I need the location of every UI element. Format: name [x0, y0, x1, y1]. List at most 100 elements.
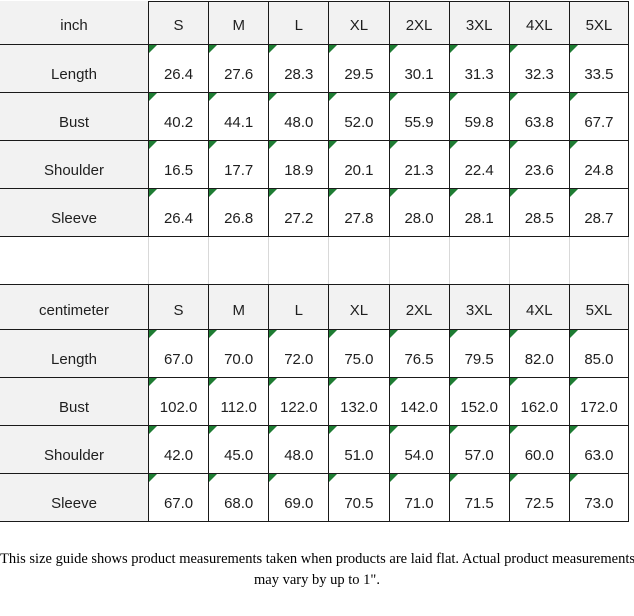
table-row: Length 67.0 70.0 72.0 75.0 76.5 79.5 82.…: [0, 330, 629, 378]
measurement-value: 68.0: [224, 495, 254, 512]
green-corner-triangle-icon: [329, 45, 338, 53]
size-header-cell: 2XL: [388, 284, 449, 330]
gap-cell: [508, 237, 569, 284]
measurement-value: 85.0: [584, 351, 614, 368]
size-guide-note: This size guide shows product measuremen…: [0, 549, 634, 591]
measurement-value-cell: 122.0: [268, 378, 329, 426]
measurement-value-cell: 51.0: [328, 426, 389, 474]
measurement-value: 26.8: [224, 210, 254, 227]
green-corner-triangle-icon: [269, 45, 278, 53]
inch-size-table: inch S M L XL 2XL 3XL 4XL 5XL Length 26.…: [0, 1, 629, 237]
measurement-value-cell: 72.5: [508, 474, 569, 522]
measurement-value-cell: 142.0: [388, 378, 449, 426]
size-header-cell: L: [268, 284, 329, 330]
measurement-value: 26.4: [163, 66, 194, 83]
measurement-value: 82.0: [524, 351, 554, 368]
measurement-value-cell: 26.4: [148, 45, 209, 93]
measurement-value-cell: 73.0: [568, 474, 629, 522]
measurement-value-cell: 71.0: [388, 474, 449, 522]
measurement-value-cell: 112.0: [208, 378, 269, 426]
table-row: Shoulder 42.0 45.0 48.0 51.0 54.0 57.0 6…: [0, 426, 629, 474]
measurement-value-cell: 45.0: [208, 426, 269, 474]
gap-cell: [0, 237, 148, 284]
green-corner-triangle-icon: [449, 93, 458, 101]
green-corner-triangle-icon: [449, 474, 458, 482]
measurement-value: 28.3: [284, 66, 314, 83]
measurement-value: 44.1: [224, 114, 254, 131]
measurement-value-cell: 29.5: [328, 45, 389, 93]
green-corner-triangle-icon: [269, 189, 278, 197]
green-corner-triangle-icon: [389, 330, 398, 338]
gap-cell: [328, 237, 388, 284]
measurement-label-cell: Bust: [0, 378, 148, 426]
gap-cell: [568, 237, 629, 284]
measurement-value-cell: 40.2: [148, 93, 209, 141]
measurement-value-cell: 48.0: [268, 93, 329, 141]
green-corner-triangle-icon: [569, 141, 578, 149]
table-row: Sleeve 26.4 26.8 27.2 27.8 28.0 28.1 28.…: [0, 189, 629, 237]
green-corner-triangle-icon: [149, 330, 157, 338]
size-header-cell: S: [148, 1, 209, 45]
measurement-label-cell: Length: [0, 45, 148, 93]
measurement-value: 69.0: [284, 495, 314, 512]
green-corner-triangle-icon: [149, 93, 157, 101]
size-header-cell: 3XL: [448, 1, 509, 45]
size-header-cell: 5XL: [568, 284, 629, 330]
measurement-value-cell: 85.0: [568, 330, 629, 378]
measurement-value: 172.0: [580, 399, 618, 416]
note-line-2: may vary by up to 1".: [254, 572, 380, 588]
measurement-value: 27.6: [224, 66, 254, 83]
measurement-value: 71.0: [404, 495, 434, 512]
measurement-value-cell: 82.0: [508, 330, 569, 378]
green-corner-triangle-icon: [269, 93, 278, 101]
measurement-value-cell: 52.0: [328, 93, 389, 141]
measurement-value-cell: 75.0: [328, 330, 389, 378]
measurement-value: 76.5: [404, 351, 434, 368]
measurement-value-cell: 152.0: [448, 378, 509, 426]
measurement-value-cell: 20.1: [328, 141, 389, 189]
measurement-value-cell: 55.9: [388, 93, 449, 141]
green-corner-triangle-icon: [149, 378, 157, 386]
gap-cell: [268, 237, 328, 284]
size-header-cell: 2XL: [388, 1, 449, 45]
green-corner-triangle-icon: [449, 141, 458, 149]
measurement-value-cell: 26.8: [208, 189, 269, 237]
measurement-value-cell: 28.1: [448, 189, 509, 237]
green-corner-triangle-icon: [329, 378, 338, 386]
measurement-value: 28.7: [584, 210, 614, 227]
green-corner-triangle-icon: [269, 378, 278, 386]
green-corner-triangle-icon: [449, 189, 458, 197]
measurement-value-cell: 132.0: [328, 378, 389, 426]
measurement-value: 67.0: [163, 495, 194, 512]
measurement-value: 79.5: [464, 351, 494, 368]
measurement-value-cell: 102.0: [148, 378, 209, 426]
measurement-value: 59.8: [464, 114, 494, 131]
measurement-label-cell: Sleeve: [0, 474, 148, 522]
green-corner-triangle-icon: [509, 141, 518, 149]
measurement-value: 32.3: [524, 66, 554, 83]
size-header-cell: XL: [328, 1, 389, 45]
size-header-cell: XL: [328, 284, 389, 330]
measurement-value: 67.0: [163, 351, 194, 368]
green-corner-triangle-icon: [149, 426, 157, 434]
green-corner-triangle-icon: [389, 45, 398, 53]
table-row: Sleeve 67.0 68.0 69.0 70.5 71.0 71.5 72.…: [0, 474, 629, 522]
green-corner-triangle-icon: [449, 378, 458, 386]
measurement-value-cell: 33.5: [568, 45, 629, 93]
measurement-value-cell: 27.8: [328, 189, 389, 237]
measurement-value: 73.0: [584, 495, 614, 512]
measurement-value-cell: 28.5: [508, 189, 569, 237]
green-corner-triangle-icon: [389, 474, 398, 482]
green-corner-triangle-icon: [209, 141, 218, 149]
measurement-value: 112.0: [220, 399, 257, 416]
measurement-value-cell: 79.5: [448, 330, 509, 378]
measurement-label-cell: Sleeve: [0, 189, 148, 237]
measurement-value-cell: 26.4: [148, 189, 209, 237]
measurement-value: 57.0: [464, 447, 494, 464]
unit-header-cell: inch: [0, 1, 148, 45]
measurement-value-cell: 67.7: [568, 93, 629, 141]
green-corner-triangle-icon: [329, 330, 338, 338]
measurement-value-cell: 18.9: [268, 141, 329, 189]
green-corner-triangle-icon: [449, 426, 458, 434]
measurement-value: 70.5: [344, 495, 374, 512]
